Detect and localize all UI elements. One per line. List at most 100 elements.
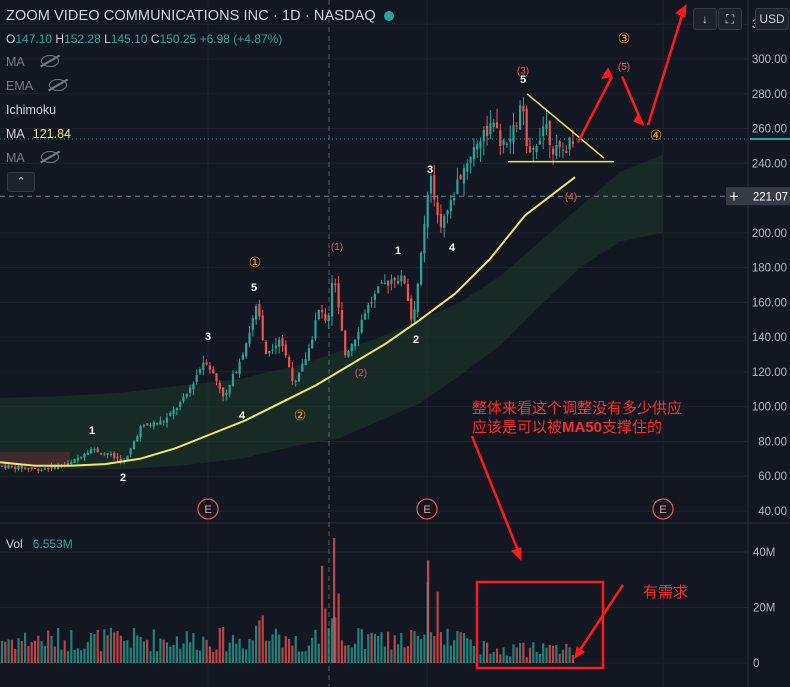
candle-body: [99, 453, 103, 455]
volume-bar: [57, 628, 60, 663]
candle-body: [172, 409, 175, 415]
candle-body: [86, 452, 89, 455]
candle-body: [571, 141, 574, 145]
volume-bar: [515, 647, 518, 663]
market-status-dot: [383, 11, 394, 21]
candle-body: [499, 130, 502, 147]
candle-body: [90, 448, 93, 454]
volume-bar: [113, 632, 116, 663]
volume-bar: [136, 635, 139, 663]
volume-bar: [393, 635, 396, 663]
volume-bar: [337, 593, 340, 663]
volume-value: 6.553M: [32, 537, 73, 551]
candle-body: [10, 466, 13, 468]
download-button[interactable]: ↓: [693, 8, 717, 30]
price-axis-label: 140.00: [752, 332, 787, 344]
candle-body: [156, 423, 159, 425]
hidden-eye-icon[interactable]: [40, 151, 59, 163]
candle-body: [390, 279, 393, 284]
price-axis-label: 260.00: [752, 124, 787, 136]
wave-label-paren: (5): [618, 62, 630, 73]
hidden-eye-icon[interactable]: [49, 79, 68, 91]
triangle-upper-line: [526, 93, 605, 159]
wave-label: 2: [120, 472, 126, 484]
volume-bar: [185, 631, 188, 663]
volume-bar: [568, 647, 571, 663]
candle-body: [403, 276, 406, 284]
volume-bar: [123, 640, 126, 663]
volume-axis-label: 20M: [753, 603, 775, 615]
volume-bar: [288, 638, 291, 663]
last-price-tick: [750, 137, 790, 140]
candle-body: [47, 468, 50, 470]
candle-body: [330, 282, 334, 317]
volume-bar: [571, 654, 574, 663]
candle-body: [552, 148, 555, 155]
volume-bar: [522, 642, 525, 663]
collapse-indicators-button[interactable]: ⌃: [7, 172, 35, 192]
candle-body: [113, 453, 116, 458]
volume-bar: [241, 648, 244, 663]
wave-label-paren: (1): [331, 242, 343, 253]
candle-body: [482, 129, 485, 142]
candle-body: [486, 125, 489, 137]
low-value: 145.10: [110, 32, 148, 46]
candle-body: [241, 354, 244, 360]
volume-highlight-box: [475, 580, 605, 670]
volume-bar: [192, 633, 195, 663]
volume-bar: [281, 647, 284, 663]
candle-body: [70, 462, 73, 465]
volume-bar: [538, 653, 541, 663]
candle-body: [297, 372, 301, 382]
candle-body: [93, 448, 96, 450]
volume-bar: [387, 631, 390, 663]
fullscreen-button[interactable]: ⛶: [718, 8, 742, 30]
indicator-ma50[interactable]: MA 121.84: [6, 127, 71, 141]
indicator-ichimoku[interactable]: Ichimoku: [6, 103, 56, 117]
candle-body: [327, 315, 330, 322]
crosshair-plus-icon: +: [729, 190, 740, 205]
volume-bar: [156, 651, 159, 663]
candle-body: [146, 423, 149, 426]
volume-bar: [70, 630, 73, 663]
volume-bar: [205, 639, 208, 663]
indicator-ichimoku-label: Ichimoku: [6, 103, 57, 117]
volume-bar: [324, 608, 327, 663]
volume-bar: [264, 640, 268, 663]
projection-arrowhead: [600, 67, 613, 80]
volume-bar: [37, 635, 40, 663]
indicator-ema[interactable]: EMA: [6, 79, 68, 93]
candle-body: [24, 467, 27, 470]
currency-button[interactable]: USD: [755, 8, 789, 30]
earnings-marker: [416, 498, 438, 520]
candle-body: [466, 163, 469, 172]
volume-bar: [449, 645, 452, 663]
volume-bar: [238, 638, 241, 663]
volume-bar: [505, 655, 508, 663]
indicator-ma-1[interactable]: MA: [6, 55, 59, 69]
ohlc-readout: O147.10 H152.28 L145.10 C150.25 +6.98 (+…: [6, 32, 282, 46]
indicator-ma-2[interactable]: MA: [6, 151, 59, 165]
volume-bar: [519, 643, 522, 663]
candle-body: [301, 363, 304, 372]
wave-label: 3: [427, 164, 433, 176]
volume-bar: [202, 636, 205, 663]
volume-bar: [96, 629, 99, 663]
candle-body: [509, 138, 512, 142]
candle-body: [116, 456, 119, 459]
candle-body: [261, 315, 264, 340]
wave-label: 4: [449, 242, 456, 254]
volume-bar: [53, 646, 56, 663]
candle-body: [179, 402, 182, 408]
candle-body: [492, 122, 495, 127]
volume-bar: [344, 645, 347, 663]
volume-bar: [86, 641, 89, 663]
candle-body: [288, 357, 291, 368]
volume-bar: [172, 645, 175, 663]
volume-bar: [377, 635, 380, 663]
volume-bar: [73, 649, 76, 663]
hidden-eye-icon[interactable]: [40, 55, 59, 67]
volume-bar: [7, 639, 10, 663]
volume-bar: [198, 650, 202, 663]
